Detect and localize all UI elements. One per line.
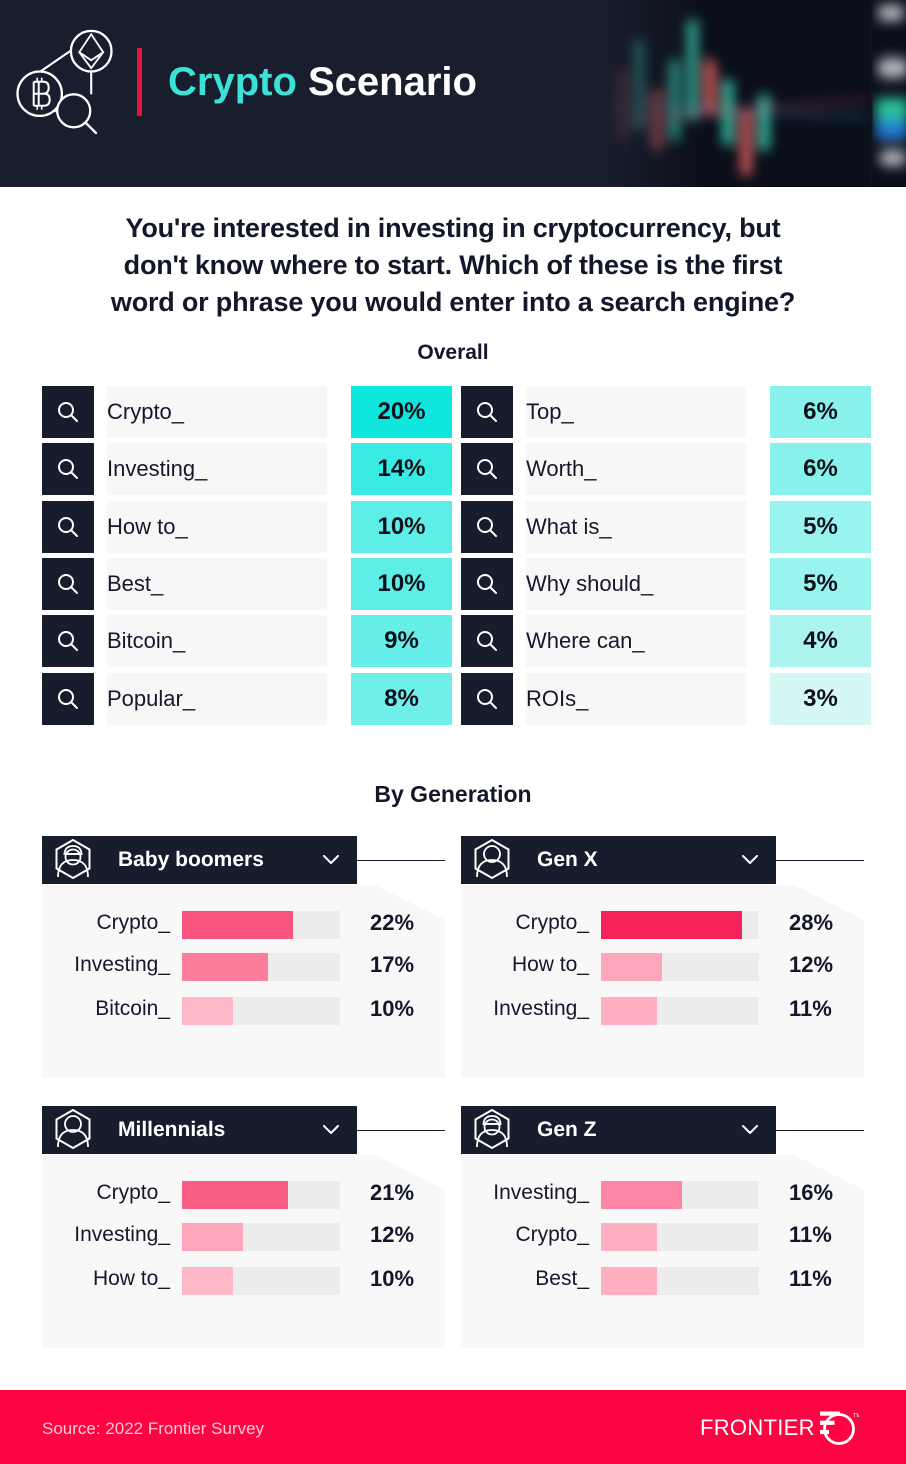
svg-text:TM: TM — [853, 1413, 859, 1419]
